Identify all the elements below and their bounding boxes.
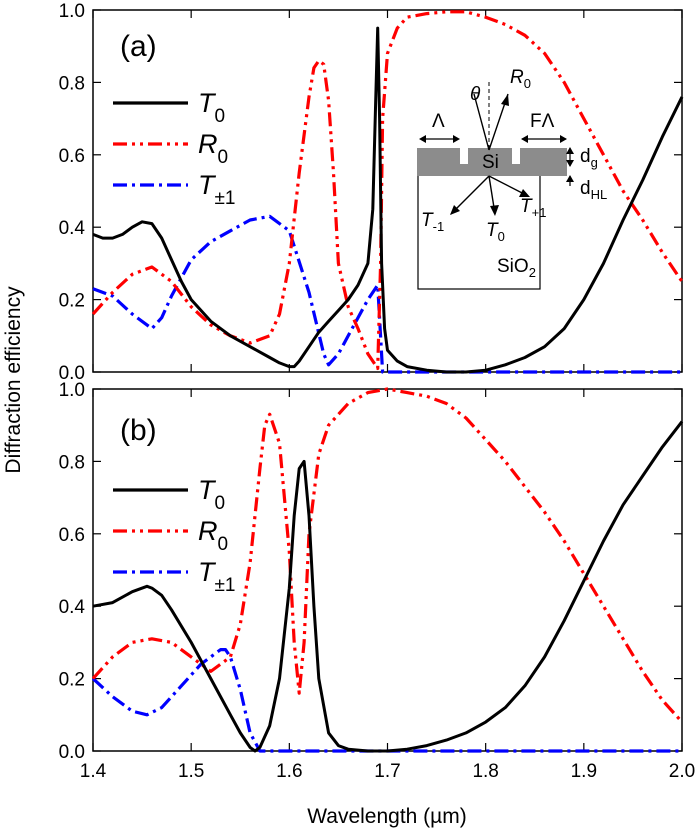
groove-2: [512, 148, 520, 164]
panel-b-series-Tpm1: [91, 648, 682, 753]
dg-arrowhead-bottom: [566, 160, 574, 167]
sio2-label: SiO2: [497, 256, 536, 280]
tp1-arrowhead: [519, 189, 530, 197]
period-arrowhead-left: [419, 135, 426, 143]
t0-label: T0: [486, 220, 505, 244]
period-label: Λ: [432, 111, 445, 132]
panel-b-y-tick-label: 0.4: [59, 597, 86, 618]
panel-b-y-tick-label: 0.2: [59, 670, 85, 691]
x-axis-label: Wavelength (µm): [307, 805, 467, 828]
y-axis-label: Diffraction efficiency: [2, 286, 25, 474]
panel-b-y-tick-label: 1.0: [59, 380, 85, 401]
panel-b-plot: 0.0 0.2 0.4 0.6 0.8 1.0: [59, 380, 684, 763]
panel-b-series-R0: [91, 387, 684, 724]
r0-label: R0: [510, 67, 531, 91]
panel-a-series-Tpm1: [92, 214, 682, 374]
panel-a-legend-label: T0: [198, 88, 225, 127]
panel-b-legend-label: R0: [198, 516, 228, 555]
panel-b-legend-label: T0: [198, 475, 225, 514]
panel-a-y-tick-label: 0.4: [59, 218, 86, 239]
dg-label: dg: [580, 146, 598, 170]
theta-label: θ: [470, 84, 481, 105]
tm1-arrow: [450, 175, 490, 215]
panel-b-y-tick-label: 0.6: [59, 525, 85, 546]
panel-a-series-T0: [92, 26, 684, 374]
dhl-label: dHL: [580, 178, 607, 202]
tm1-label: T-1: [421, 210, 444, 234]
si-label: Si: [482, 152, 499, 173]
x-tick-label: 1.5: [178, 761, 204, 782]
panel-a-y-tick-label: 0.6: [59, 146, 85, 167]
x-tick-label: 1.4: [80, 761, 107, 782]
dhl-arrowhead: [566, 175, 574, 182]
panel-b-series-T0: [92, 420, 684, 753]
panel-b-label: (b): [120, 414, 157, 447]
incident-beam: [473, 93, 490, 151]
dg-arrowhead-top: [566, 147, 574, 154]
x-tick-label: 1.8: [472, 761, 498, 782]
fill-arrowhead-right: [560, 135, 567, 143]
panel-a-y-tick-label: 0.8: [59, 73, 85, 94]
t0-arrowhead: [490, 205, 499, 216]
panel-b-y-tick-label: 0.0: [59, 742, 85, 763]
x-axis-ticks: 1.4 1.5 1.6 1.7 1.8 1.9 2.0: [80, 761, 695, 782]
panel-a-plot: 0.0 0.2 0.4 0.6 0.8 1.0: [59, 1, 684, 384]
x-tick-label: 2.0: [669, 761, 695, 782]
groove-1: [460, 148, 468, 164]
panel-a-y-tick-label: 0.2: [59, 291, 85, 312]
tm1-arrowhead: [450, 205, 460, 215]
panel-a-legend-label: R0: [198, 129, 228, 168]
x-tick-label: 1.6: [276, 761, 302, 782]
panel-b-frame: [92, 388, 683, 752]
x-tick-label: 1.9: [571, 761, 597, 782]
tp1-label: T+1: [520, 196, 546, 220]
panel-a-y-tick-label: 0.0: [59, 363, 85, 384]
panel-b-legend-label: T±1: [198, 557, 236, 596]
fill-arrowhead-left: [521, 135, 528, 143]
inset-schematic: θ R0 Λ FΛ Si dg dHL T-1 T0: [417, 67, 607, 290]
x-tick-label: 1.7: [374, 761, 400, 782]
panel-a-y-tick-label: 1.0: [59, 1, 85, 22]
period-arrowhead-right: [453, 135, 460, 143]
grating-layer: [417, 148, 567, 176]
r0-arrowhead: [501, 94, 509, 106]
panel-a-legend-label: T±1: [198, 170, 236, 209]
fill-period-label: FΛ: [530, 111, 555, 132]
panel-b-y-tick-label: 0.8: [59, 452, 85, 473]
panel-a-label: (a): [120, 30, 157, 63]
